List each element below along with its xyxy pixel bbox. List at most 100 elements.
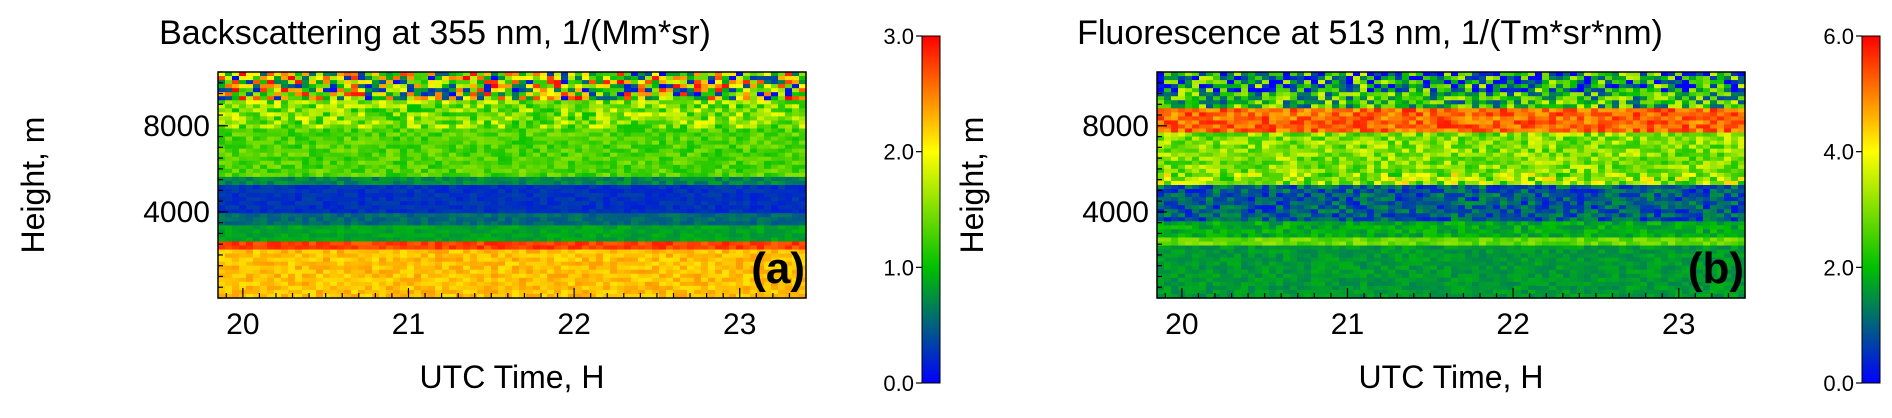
heatmap-cell bbox=[463, 88, 471, 93]
heatmap-cell bbox=[400, 241, 408, 247]
heatmap-cell bbox=[589, 152, 597, 158]
heatmap-cell bbox=[505, 120, 513, 126]
heatmap-cell bbox=[407, 84, 415, 89]
heatmap-cell bbox=[477, 156, 485, 162]
heatmap-cell bbox=[253, 124, 261, 130]
heatmap-cell bbox=[526, 189, 534, 194]
heatmap-cell bbox=[435, 76, 443, 81]
heatmap-cell bbox=[680, 225, 688, 230]
heatmap-cell bbox=[281, 84, 289, 89]
heatmap-cell bbox=[379, 96, 387, 101]
heatmap-cell bbox=[526, 241, 534, 247]
heatmap-cell bbox=[477, 180, 485, 186]
heatmap-cell bbox=[750, 185, 758, 190]
heatmap-cell bbox=[288, 241, 296, 247]
heatmap-cell bbox=[561, 185, 569, 190]
heatmap-cell bbox=[400, 281, 408, 287]
heatmap-cell bbox=[477, 193, 485, 198]
heatmap-cell bbox=[456, 273, 464, 279]
heatmap-cell bbox=[526, 201, 534, 206]
heatmap-cell bbox=[757, 261, 765, 267]
heatmap-cell bbox=[624, 253, 632, 259]
heatmap-cell bbox=[1318, 76, 1326, 81]
heatmap-cell bbox=[526, 140, 534, 146]
heatmap-cell bbox=[547, 269, 555, 275]
heatmap-cell bbox=[344, 197, 352, 202]
heatmap-cell bbox=[610, 72, 618, 77]
heatmap-cell bbox=[491, 140, 499, 146]
heatmap-cell bbox=[589, 233, 597, 239]
heatmap-cell bbox=[729, 72, 737, 77]
heatmap-cell bbox=[491, 92, 499, 97]
heatmap-cell bbox=[260, 120, 268, 126]
heatmap-cell bbox=[1346, 80, 1354, 85]
heatmap-cell bbox=[463, 120, 471, 126]
heatmap-cell bbox=[764, 285, 772, 291]
heatmap-cell bbox=[288, 120, 296, 126]
heatmap-cell bbox=[372, 160, 380, 166]
heatmap-cell bbox=[638, 168, 646, 174]
heatmap-cell bbox=[701, 213, 709, 218]
heatmap-cell bbox=[491, 249, 499, 255]
heatmap-cell bbox=[337, 257, 345, 263]
heatmap-cell bbox=[491, 197, 499, 202]
heatmap-cell bbox=[428, 249, 436, 255]
heatmap-cell bbox=[1248, 72, 1256, 77]
heatmap-cell bbox=[435, 253, 443, 259]
heatmap-cell bbox=[414, 245, 422, 251]
heatmap-cell bbox=[603, 205, 611, 210]
heatmap-cell bbox=[302, 265, 310, 271]
heatmap-cell bbox=[687, 209, 695, 214]
heatmap-cell bbox=[421, 201, 429, 206]
heatmap-cell bbox=[512, 128, 520, 134]
heatmap-cell bbox=[673, 160, 681, 166]
heatmap-cell bbox=[701, 148, 709, 154]
heatmap-cell bbox=[652, 100, 660, 105]
heatmap-cell bbox=[764, 213, 772, 218]
heatmap-cell bbox=[666, 96, 674, 101]
heatmap-cell bbox=[442, 185, 450, 190]
heatmap-cell bbox=[260, 205, 268, 210]
heatmap-cell bbox=[337, 277, 345, 283]
heatmap-cell bbox=[1213, 76, 1221, 81]
heatmap-cell bbox=[673, 132, 681, 138]
heatmap-cell bbox=[631, 152, 639, 158]
heatmap-cell bbox=[260, 128, 268, 134]
heatmap-cell bbox=[596, 193, 604, 198]
heatmap-cell bbox=[246, 209, 254, 214]
heatmap-cell bbox=[218, 217, 226, 222]
heatmap-cell bbox=[708, 197, 716, 202]
heatmap-cell bbox=[785, 128, 793, 134]
heatmap-cell bbox=[708, 120, 716, 126]
heatmap-cell bbox=[1381, 76, 1389, 81]
heatmap-cell bbox=[435, 168, 443, 174]
heatmap-cell bbox=[778, 293, 786, 299]
heatmap-cell bbox=[218, 293, 226, 299]
heatmap-cell bbox=[582, 104, 590, 109]
heatmap-cell bbox=[701, 217, 709, 222]
heatmap-cell bbox=[652, 116, 660, 122]
heatmap-cell bbox=[365, 84, 373, 89]
heatmap-cell bbox=[610, 265, 618, 271]
heatmap-cell bbox=[792, 217, 800, 222]
heatmap-cell bbox=[575, 116, 583, 122]
heatmap-cell bbox=[785, 265, 793, 271]
heatmap-cell bbox=[582, 261, 590, 267]
heatmap-cell bbox=[407, 277, 415, 283]
heatmap-cell bbox=[316, 277, 324, 283]
heatmap-cell bbox=[1227, 76, 1235, 81]
heatmap-cell bbox=[281, 257, 289, 263]
heatmap-cell bbox=[589, 257, 597, 263]
heatmap-cell bbox=[757, 112, 765, 117]
heatmap-cell bbox=[757, 217, 765, 222]
heatmap-cell bbox=[750, 261, 758, 267]
heatmap-cell bbox=[288, 96, 296, 101]
heatmap-cell bbox=[274, 189, 282, 194]
heatmap-cell bbox=[645, 88, 653, 93]
heatmap-cell bbox=[652, 261, 660, 267]
heatmap-cell bbox=[764, 265, 772, 271]
heatmap-cell bbox=[1234, 80, 1242, 85]
heatmap-cell bbox=[631, 289, 639, 295]
heatmap-cell bbox=[512, 100, 520, 105]
heatmap-cell bbox=[603, 84, 611, 89]
